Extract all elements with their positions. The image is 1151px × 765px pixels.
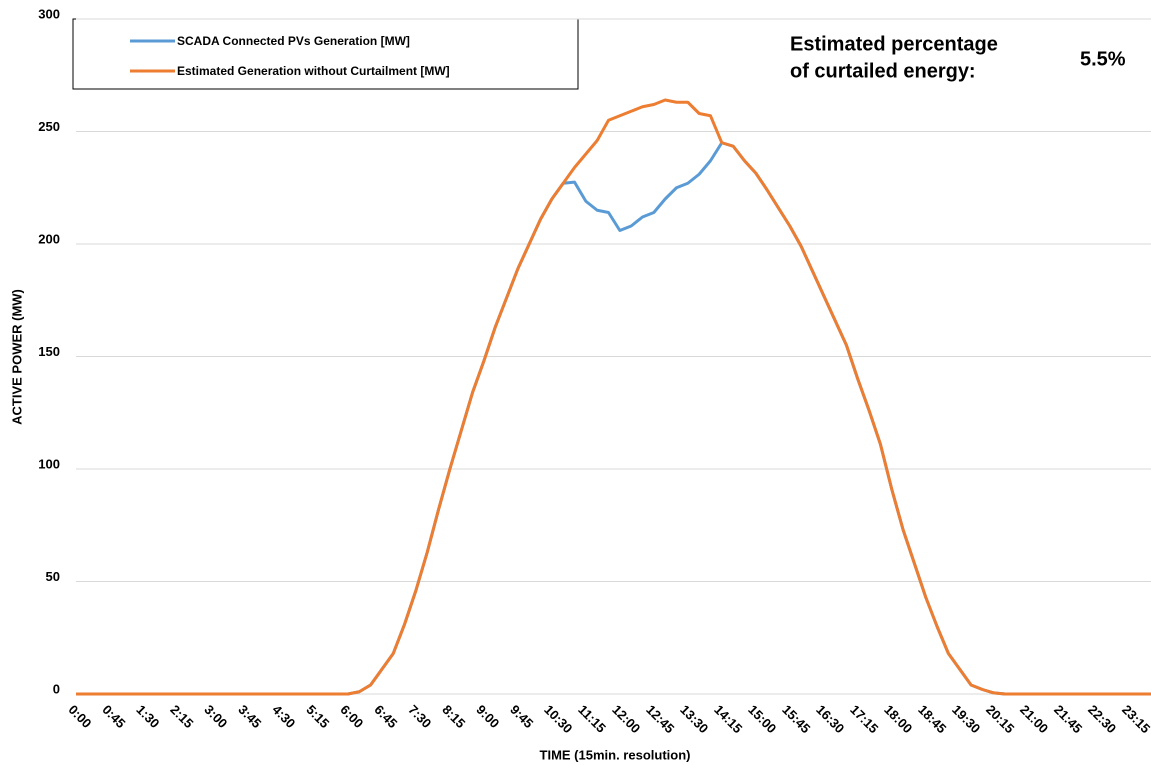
x-tick-label: 9:45 [507, 702, 536, 731]
x-tick-label: 3:45 [235, 702, 264, 731]
x-tick-label: 12:45 [643, 702, 677, 736]
x-tick-label: 22:30 [1085, 702, 1119, 736]
x-tick-label: 6:00 [337, 702, 366, 731]
x-tick-label: 6:45 [371, 702, 400, 731]
x-tick-label: 13:30 [677, 702, 711, 736]
x-tick-label: 21:00 [1017, 702, 1051, 736]
x-tick-label: 12:00 [609, 702, 643, 736]
y-tick-label: 250 [38, 119, 60, 134]
x-tick-label: 16:30 [813, 702, 847, 736]
x-tick-label: 3:00 [201, 702, 230, 731]
annotation-value: 5.5% [1080, 48, 1126, 70]
x-tick-label: 10:30 [541, 702, 575, 736]
x-tick-label: 15:45 [779, 702, 813, 736]
legend-label: Estimated Generation without Curtailment… [177, 64, 450, 78]
x-tick-label: 9:00 [473, 702, 502, 731]
x-tick-label: 2:15 [167, 702, 196, 731]
x-tick-label: 20:15 [983, 702, 1017, 736]
legend-box [72, 18, 579, 90]
x-tick-label: 17:15 [847, 702, 881, 736]
x-tick-label: 21:45 [1051, 702, 1085, 736]
x-tick-label: 11:15 [575, 702, 609, 736]
x-tick-label: 8:15 [439, 702, 468, 731]
x-tick-label: 0:45 [99, 702, 128, 731]
y-tick-label: 150 [38, 344, 60, 359]
y-tick-label: 0 [53, 681, 60, 696]
y-axis-title: ACTIVE POWER (MW) [9, 289, 24, 425]
x-tick-label: 15:00 [745, 702, 779, 736]
x-tick-label: 19:30 [949, 702, 983, 736]
y-tick-label: 300 [38, 6, 60, 21]
x-tick-label: 0:00 [65, 702, 94, 731]
y-tick-label: 200 [38, 231, 60, 246]
x-tick-label: 7:30 [405, 702, 434, 731]
annotation-text-1: Estimated percentage [790, 33, 998, 55]
x-tick-label: 23:15 [1119, 702, 1151, 736]
y-tick-label: 50 [46, 569, 60, 584]
x-tick-label: 14:15 [711, 702, 745, 736]
series-line [76, 141, 1151, 696]
x-tick-label: 18:00 [881, 702, 915, 736]
x-tick-label: 18:45 [915, 702, 949, 736]
legend-label: SCADA Connected PVs Generation [MW] [177, 34, 410, 48]
series-line [76, 98, 1151, 696]
x-tick-label: 4:30 [269, 702, 298, 731]
x-tick-label: 1:30 [133, 702, 162, 731]
y-tick-label: 100 [38, 456, 60, 471]
annotation-text-2: of curtailed energy: [790, 60, 976, 82]
x-axis-title: TIME (15min. resolution) [540, 747, 691, 762]
x-tick-label: 5:15 [303, 702, 332, 731]
